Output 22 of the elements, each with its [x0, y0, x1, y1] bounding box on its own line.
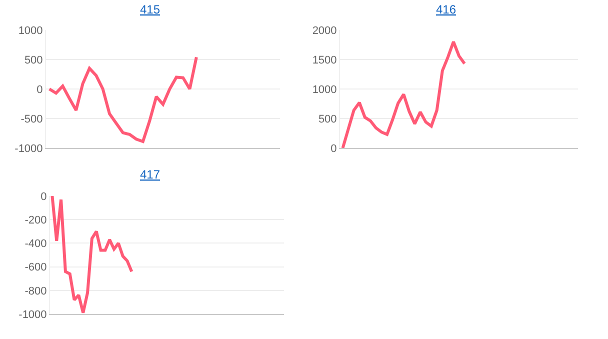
chart-title: 417	[140, 168, 160, 182]
y-tick-label: -800	[24, 285, 47, 298]
y-tick-label: 2000	[312, 24, 337, 37]
y-tick-label: 0	[36, 84, 43, 96]
line-series	[50, 196, 134, 314]
y-tick-label: 1000	[18, 24, 43, 37]
y-tick-label: -500	[20, 113, 43, 126]
y-tick-label: -400	[24, 238, 47, 250]
line-series	[48, 56, 198, 144]
y-tick-label: 0	[330, 142, 337, 155]
chart-title: 415	[140, 2, 160, 16]
y-tick-label: 0	[40, 190, 47, 203]
y-tick-label: 1000	[312, 84, 337, 96]
y-tick-label: -600	[24, 262, 47, 274]
y-tick-label: -200	[24, 214, 47, 226]
y-tick-label: -1000	[18, 308, 47, 321]
y-tick-label: 1500	[312, 54, 337, 66]
y-tick-label: -1000	[14, 142, 43, 155]
y-tick-label: 500	[24, 54, 43, 66]
chart-title: 416	[436, 2, 456, 16]
y-tick-label: 500	[318, 113, 337, 126]
line-series	[341, 40, 466, 148]
